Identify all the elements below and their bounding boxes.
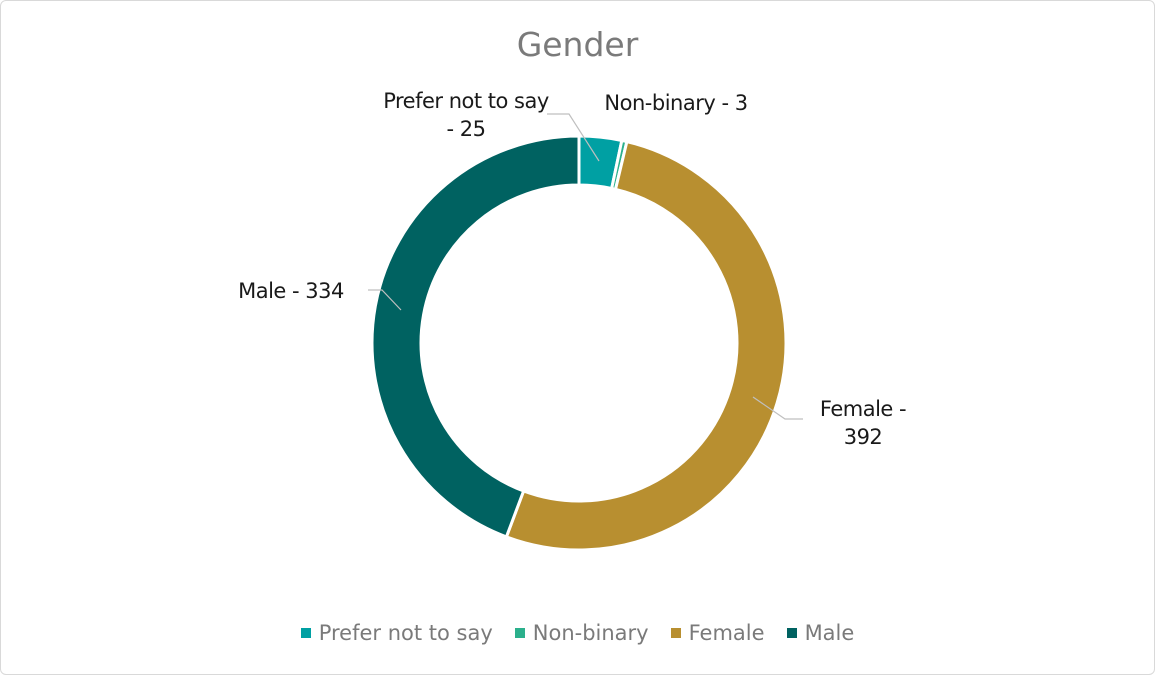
legend-item: Female — [670, 621, 765, 645]
legend-label: Female — [688, 621, 765, 645]
legend-swatch — [300, 628, 311, 638]
data-label: Male - 334 — [238, 279, 344, 303]
legend-label: Prefer not to say — [318, 621, 493, 645]
legend-label: Non-binary — [532, 621, 649, 645]
legend-swatch — [670, 628, 681, 638]
data-label: Non-binary - 3 — [604, 91, 748, 115]
legend-item: Prefer not to say — [300, 621, 493, 645]
legend-swatch — [514, 628, 525, 638]
legend: Prefer not to say Non-binary Female Male — [1, 621, 1154, 645]
donut-segment — [370, 134, 581, 539]
legend-item: Male — [786, 621, 855, 645]
data-label: Female - 392 — [819, 397, 907, 449]
legend-item: Non-binary — [514, 621, 649, 645]
leader-line — [547, 113, 600, 162]
leader-line — [752, 396, 803, 420]
legend-swatch — [786, 628, 797, 638]
donut-segment — [504, 139, 788, 552]
donut — [370, 134, 788, 552]
legend-label: Male — [804, 621, 855, 645]
chart-title: Gender — [516, 25, 639, 64]
data-label: Prefer not to say - 25 — [383, 89, 549, 141]
leader-line — [368, 289, 402, 311]
